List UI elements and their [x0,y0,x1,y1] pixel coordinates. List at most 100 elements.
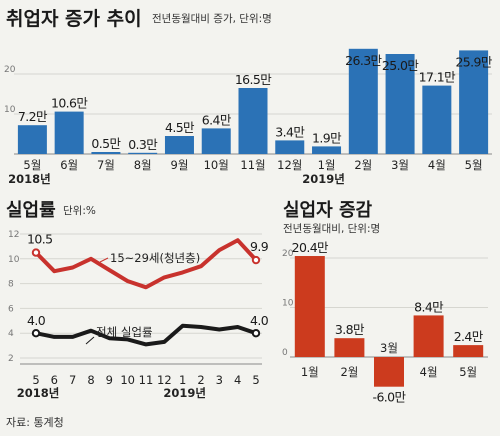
series-endpoint [31,329,41,338]
bar-value-label: 8.4만 [414,299,444,314]
y-tick-label: 10 [282,299,294,309]
bar-value-label: 7.2만 [18,109,48,124]
bar [238,88,268,154]
bar-value-label: 4.5만 [165,120,195,135]
bar [459,50,489,154]
chart3-subtitle: 전년동월대비, 단위:명 [283,222,380,235]
x-tick-label: 7 [69,373,76,387]
bar-value-label: 20.4만 [292,240,329,255]
x-tick-label: 9월 [171,158,189,172]
bar-chart-employment: 10 20 7.2만 5월 10.6만 6월 0.5만 7월 0.3만 8월 4.5만 9월 6.4만 1… [4,48,493,186]
bar-value-label: 16.5만 [235,72,272,87]
x-tick-label: 3월 [391,158,409,172]
chart1-title: 취업자 증가 추이 [6,8,142,30]
x-tick-label: 5월 [459,365,477,379]
x-tick-label: 4 [234,373,241,387]
bar [312,146,342,154]
x-tick-label: 3 [216,373,223,387]
x-tick-label: 1월 [301,365,319,379]
bar [422,85,452,154]
bar [453,345,484,357]
bar [294,256,325,357]
bar-value-label: 0.3만 [128,137,158,152]
y-tick-label: 6 [8,304,14,314]
bar-value-label: -6.0만 [373,390,407,405]
x-tick-label: 1월 [318,158,336,172]
year-label: 2018년 [17,386,60,400]
bar [201,128,231,154]
bar-value-label: 2.4만 [454,329,484,344]
x-tick-label: 5 [32,373,39,387]
x-tick-label: 6월 [60,158,78,172]
x-tick-label: 5월 [465,158,483,172]
start-value-label: 10.5 [27,232,52,247]
series-line-youth [34,238,258,290]
y-tick-label: 8 [8,280,14,290]
y-tick-label: 10 [8,255,20,265]
bar-value-label: 1.9만 [312,130,342,145]
chart2-subtitle: 단위:% [63,204,96,217]
y-tick-label: 12 [8,230,19,240]
bar [17,125,47,154]
y-tick-label: 4 [8,329,14,339]
chart2-title: 실업률 [6,200,56,221]
bar [348,48,378,154]
x-tick-label: 6 [51,373,58,387]
bar-value-label: 6.4만 [202,112,232,127]
bar [334,338,365,357]
x-tick-label: 5 [252,373,259,387]
y-tick-label: 20 [282,249,294,259]
year-label: 2018년 [8,172,51,186]
legend-label-youth: 15~29세(청년층) [110,251,200,265]
source-note: 자료: 통계청 [6,416,64,429]
y-tick-label: 20 [4,65,16,75]
legend-label-total: 전체 실업률 [96,325,153,339]
x-tick-label: 12월 [277,158,302,172]
year-label: 2019년 [163,386,206,400]
x-tick-label: 7월 [97,158,115,172]
x-tick-label: 1 [179,373,186,387]
x-tick-label: 10월 [204,158,229,172]
bar-value-label: 17.1만 [419,70,456,85]
x-tick-label: 3월 [380,341,398,355]
end-value-label: 4.0 [250,313,269,328]
x-tick-label: 12 [157,373,172,387]
x-tick-label: 11 [139,373,154,387]
x-tick-label: 2 [197,373,204,387]
bar [385,54,415,154]
series-endpoint [251,255,261,265]
bar [413,315,444,357]
chart1-subtitle: 전년동월대비 증가, 단위:명 [152,12,272,25]
x-tick-label: 5월 [23,158,41,172]
x-tick-label: 8 [87,373,94,387]
bar [91,152,121,154]
bar-value-label: 26.3만 [345,53,382,68]
x-tick-label: 8월 [134,158,152,172]
bar-value-label: 3.4만 [275,124,305,139]
end-value-label: 9.9 [250,239,269,254]
x-tick-label: 10 [120,373,135,387]
bar-value-label: 10.6만 [51,96,88,111]
bar [275,140,305,154]
bar [54,111,84,154]
series-line-total [34,323,258,347]
start-value-label: 4.0 [27,313,46,328]
bar-value-label: 0.5만 [91,136,121,151]
bar-value-label: 25.0만 [382,58,419,73]
y-tick-label: 2 [8,354,14,364]
bar [128,152,158,154]
x-tick-label: 2월 [354,158,372,172]
callout-leader [85,336,95,345]
series-endpoint [251,329,261,338]
bar-value-label: 25.9만 [455,54,492,69]
x-tick-label: 4월 [420,365,438,379]
x-tick-label: 11월 [240,158,265,172]
y-tick-label: 0 [282,348,288,358]
callout-leader [99,257,109,263]
x-tick-label: 9 [106,373,113,387]
x-tick-label: 2월 [340,365,358,379]
x-tick-label: 4월 [428,158,446,172]
series-endpoint [31,248,41,257]
